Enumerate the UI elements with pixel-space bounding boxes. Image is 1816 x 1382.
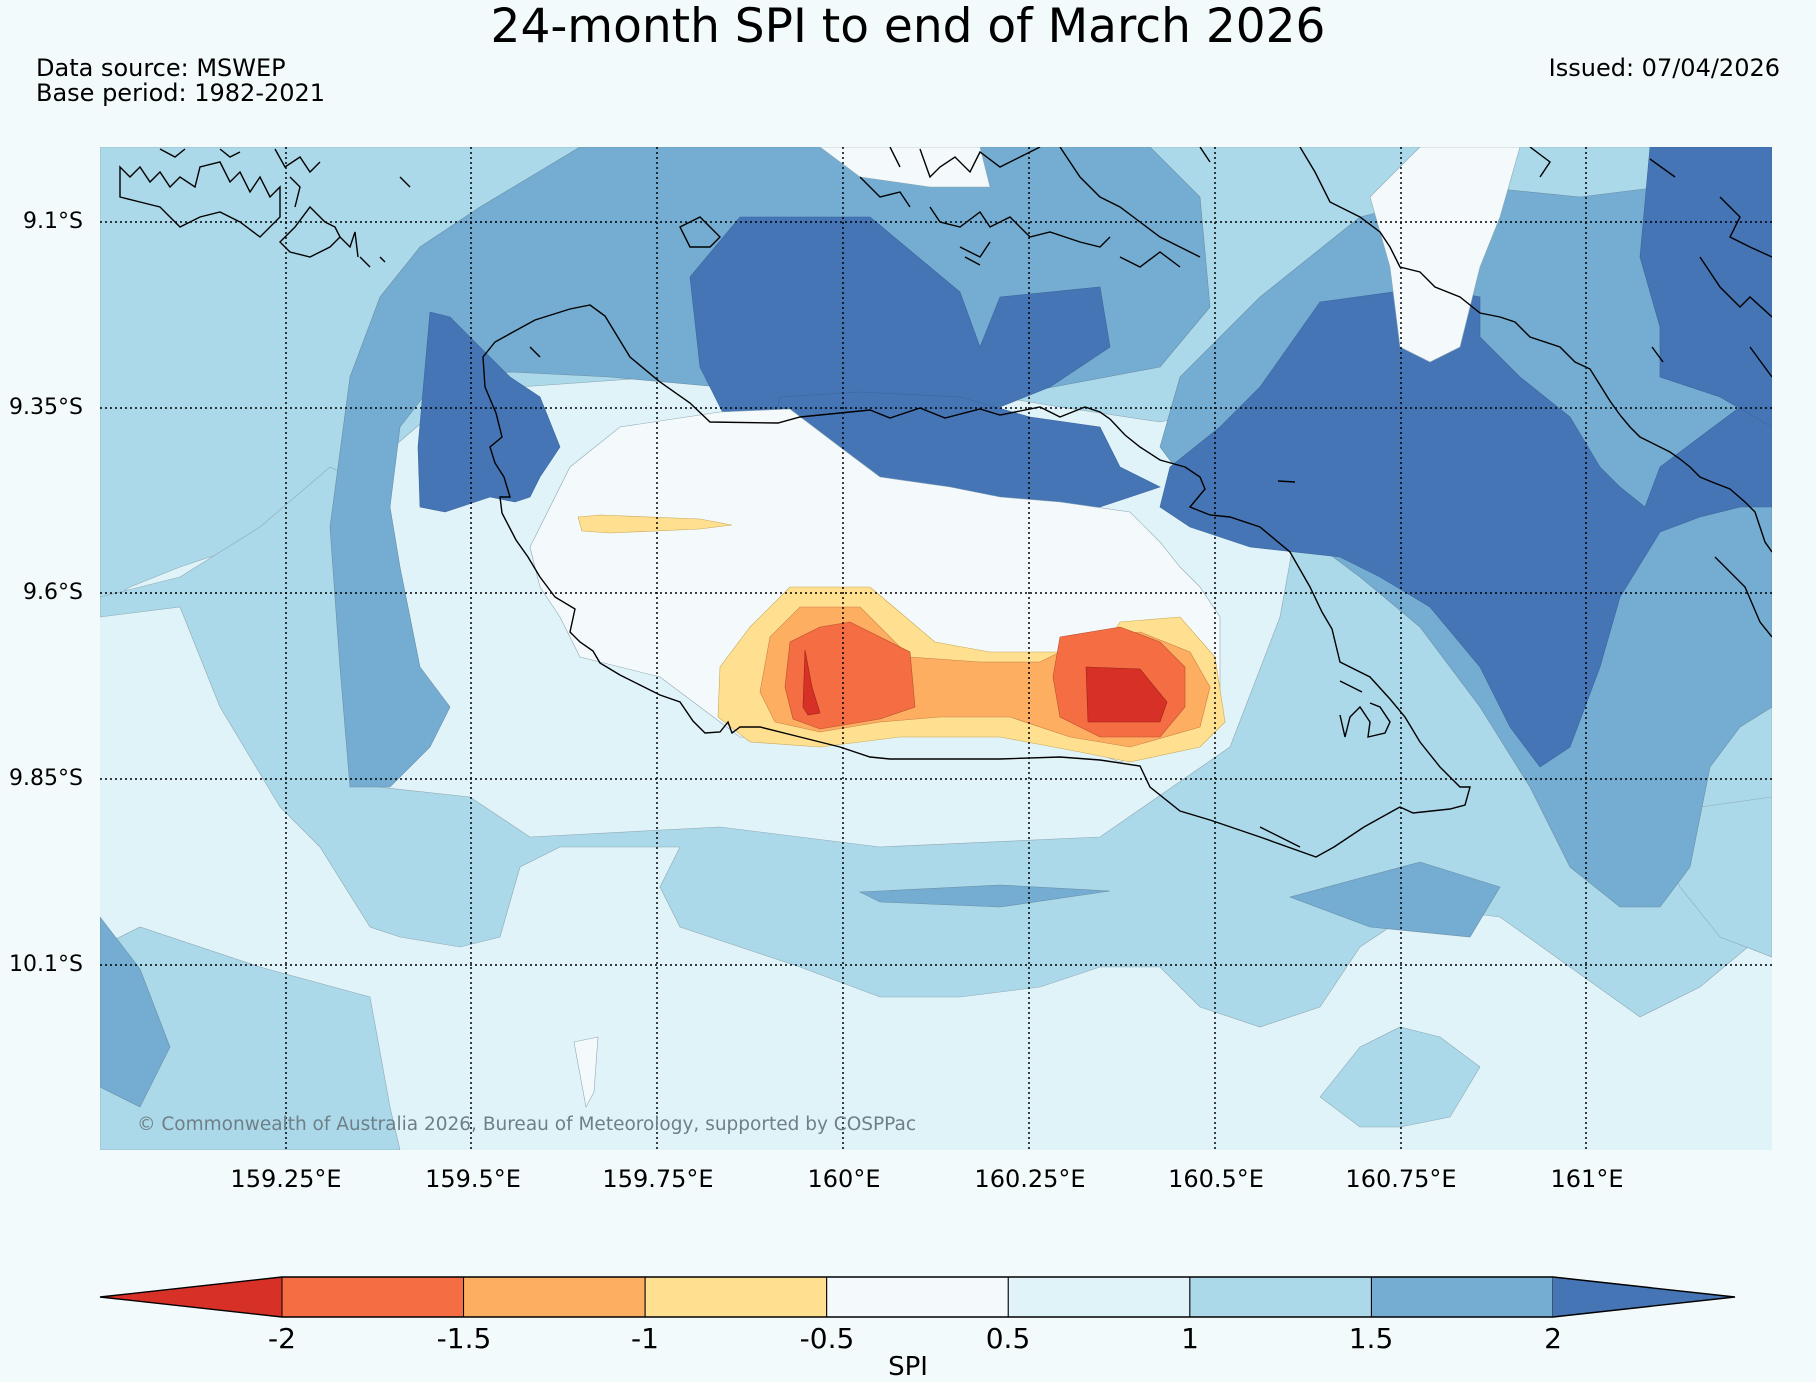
colorbar-tick: -0.5	[799, 1322, 855, 1355]
zone-gt-2	[1639, 147, 1772, 428]
lat-label: 9.35°S	[9, 395, 83, 420]
lon-label: 159.5°E	[425, 1165, 521, 1193]
lon-label: 161°E	[1550, 1165, 1624, 1193]
zone-near-normal	[573, 1036, 599, 1108]
zone-gt-2	[1159, 286, 1772, 768]
colorbar-segment	[1370, 1276, 1554, 1318]
zone-1-1.5	[1319, 1026, 1481, 1128]
colorbar-tick: -1	[631, 1322, 659, 1355]
lon-label: 159.25°E	[230, 1165, 342, 1193]
colorbar-label: SPI	[888, 1352, 928, 1382]
colorbar-segment	[826, 1276, 1009, 1318]
lat-label: 9.1°S	[23, 209, 83, 234]
graticule	[100, 147, 1772, 1150]
colorbar-tick: 1.5	[1348, 1322, 1394, 1355]
zone-1-1.5	[100, 926, 401, 1150]
zone-1.5-2	[1289, 861, 1501, 938]
zone-1.5-2	[329, 147, 1211, 788]
colorbar-segment	[281, 1276, 465, 1318]
copyright-notice: © Commonwealth of Australia 2026, Bureau…	[137, 1114, 917, 1135]
base-period-text: Base period: 1982-2021	[36, 79, 326, 107]
lon-label: 160.75°E	[1345, 1165, 1457, 1193]
lat-label: 9.6°S	[23, 580, 83, 605]
zone-dry-1	[577, 514, 733, 534]
map-title: 24-month SPI to end of March 2026	[490, 0, 1326, 54]
zone-dry-3	[784, 621, 916, 730]
zone-dry-4	[802, 649, 821, 716]
zone-1.5-2	[100, 916, 171, 1108]
colorbar-extend-low	[100, 1277, 282, 1317]
lon-label: 160.5°E	[1168, 1165, 1264, 1193]
zone-gt-2	[417, 311, 561, 513]
colorbar-segment	[1189, 1276, 1372, 1318]
colorbar-tick: -2	[268, 1322, 296, 1355]
colorbar-extend-high	[1553, 1277, 1735, 1317]
colorbar-segment	[644, 1276, 828, 1318]
colorbar-tick: 1	[1181, 1322, 1199, 1355]
lat-label: 10.1°S	[9, 952, 83, 977]
lat-label: 9.85°S	[9, 766, 83, 791]
zone-near-normal	[819, 147, 991, 188]
spi-map-svg	[100, 147, 1772, 1150]
lon-label: 160°E	[807, 1165, 881, 1193]
colorbar	[0, 1270, 1816, 1330]
colorbar-tick: 2	[1544, 1322, 1562, 1355]
zone-dry-4	[1085, 666, 1168, 723]
map-metadata: Data source: MSWEP Base period: 1982-202…	[36, 56, 325, 106]
colorbar-segment	[463, 1276, 646, 1318]
coastlines	[119, 147, 1772, 858]
colorbar-segment	[1007, 1276, 1191, 1318]
colorbar-svg	[99, 1276, 1736, 1318]
colorbar-tick: 0.5	[985, 1322, 1031, 1355]
lon-label: 159.75°E	[602, 1165, 714, 1193]
issued-date: Issued: 07/04/2026	[1548, 54, 1780, 82]
spi-map	[100, 147, 1772, 1150]
colorbar-tick: -1.5	[436, 1322, 492, 1355]
data-source-text: Data source: MSWEP	[36, 54, 286, 82]
zone-1.5-2	[858, 884, 1111, 908]
lon-label: 160.25°E	[974, 1165, 1086, 1193]
